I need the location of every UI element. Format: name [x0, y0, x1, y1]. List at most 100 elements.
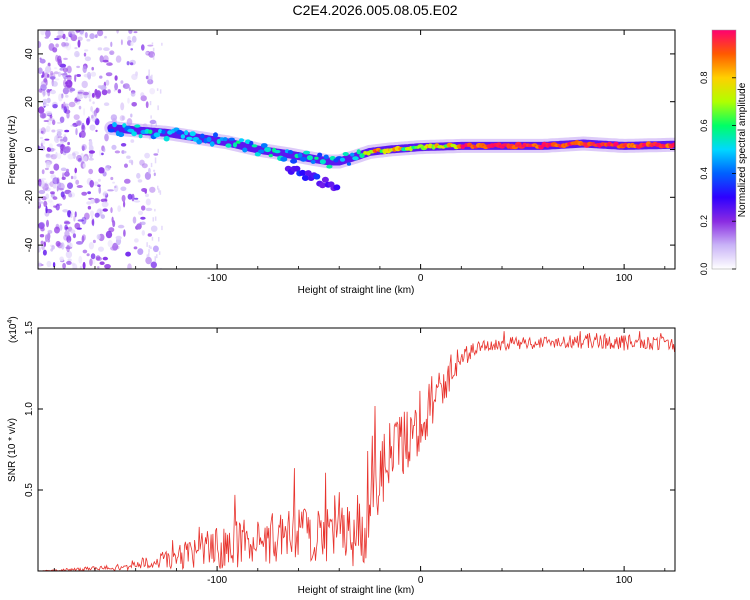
heatmap-noise-blob: [75, 30, 81, 33]
heatmap-noise-blob: [56, 129, 63, 133]
heatmap-noise-blob: [107, 189, 114, 192]
heatmap-noise-blob: [82, 261, 86, 269]
heatmap-branch-blob: [321, 176, 329, 183]
heatmap-noise-blob: [59, 224, 63, 231]
heatmap-ridge-core: [371, 150, 374, 153]
heatmap-ridge-blob: [290, 158, 298, 164]
heatmap-ridge-blob: [236, 140, 241, 144]
heatmap-noise-blob: [147, 44, 154, 47]
heatmap-ridge-blob: [350, 152, 355, 157]
heatmap-ridge-blob: [352, 156, 359, 161]
heatmap-ridge-core: [362, 153, 364, 156]
heatmap-noise-blob: [55, 151, 58, 158]
heatmap-noise-blob: [77, 39, 81, 48]
spectrogram-panel: -100 0 100 -40 -20 0 20 40 Height of straight …: [7, 29, 676, 296]
heatmap-noise-blob: [156, 254, 158, 259]
heatmap-noise-blob: [84, 56, 91, 62]
heatmap-noise-blob: [105, 230, 113, 239]
colorbar-frame: [711, 29, 737, 270]
heatmap-noise-blob: [147, 233, 152, 237]
heatmap-noise-blob: [67, 153, 74, 160]
heatmap-noise-blob: [47, 232, 51, 241]
heatmap-noise-blob: [157, 185, 159, 190]
heatmap-noise-blob: [67, 258, 72, 262]
heatmap-noise-blob: [49, 200, 54, 208]
heatmap-noise-blob: [105, 164, 111, 171]
colorbar-tick-label: 0.6: [699, 119, 709, 132]
heatmap-ridge-blob: [180, 134, 186, 139]
heatmap-noise-blob: [103, 167, 109, 173]
heatmap-noise-blob: [38, 221, 45, 229]
heatmap-ridge-blob: [184, 130, 189, 136]
heatmap-noise-blob: [44, 138, 50, 141]
heatmap-noise-blob: [38, 261, 41, 269]
spectrogram-heatmap: [38, 30, 675, 269]
heatmap-noise-blob: [110, 114, 118, 121]
heatmap-noise-blob: [106, 62, 113, 66]
heatmap-noise-blob: [40, 127, 46, 135]
heatmap-noise-blob: [62, 67, 68, 73]
heatmap-noise-blob: [73, 114, 80, 120]
heatmap-noise-blob: [97, 178, 101, 182]
heatmap-noise-blob: [58, 187, 64, 191]
heatmap-noise-blob: [151, 42, 154, 45]
heatmap-ridge-blob: [131, 131, 137, 137]
heatmap-noise-blob: [100, 152, 104, 156]
heatmap-noise-blob: [42, 91, 47, 96]
heatmap-noise-blob: [65, 75, 72, 78]
heatmap-noise-blob: [133, 246, 138, 250]
heatmap-noise-blob: [70, 229, 76, 234]
heatmap-noise-blob: [148, 245, 151, 249]
heatmap-noise-blob: [153, 172, 156, 177]
y-tick-label: 20: [24, 96, 35, 108]
y-tick-label: 0: [24, 146, 35, 152]
heatmap-noise-blob: [81, 216, 87, 225]
heatmap-noise-blob: [46, 260, 52, 268]
heatmap-noise-blob: [60, 139, 64, 142]
heatmap-noise-blob: [56, 35, 64, 39]
heatmap-noise-blob: [95, 90, 102, 98]
heatmap-noise-blob: [63, 221, 71, 225]
heatmap-noise-blob: [105, 79, 110, 86]
heatmap-ridge-core: [648, 144, 651, 147]
heatmap-noise-blob: [89, 258, 93, 267]
heatmap-ridge-blob: [314, 156, 319, 160]
heatmap-noise-blob: [77, 89, 85, 96]
heatmap-noise-blob: [107, 240, 113, 248]
heatmap-noise-blob: [140, 216, 146, 220]
heatmap-noise-blob: [53, 37, 60, 41]
heatmap-noise-blob: [64, 230, 70, 238]
heatmap-noise-blob: [75, 128, 78, 136]
heatmap-noise-blob: [42, 71, 45, 78]
heatmap-noise-blob: [153, 153, 159, 156]
heatmap-ridge-blob: [209, 141, 215, 147]
heatmap-noise-blob: [54, 226, 60, 234]
heatmap-ridge-blob: [342, 152, 349, 156]
heatmap-noise-blob: [62, 136, 68, 143]
heatmap-ridge-core: [603, 143, 605, 146]
heatmap-ridge-blob: [310, 159, 316, 164]
heatmap-noise-blob: [62, 209, 69, 213]
heatmap-noise-blob: [89, 33, 95, 40]
heatmap-noise-blob: [127, 263, 132, 269]
heatmap-noise-blob: [154, 157, 157, 164]
heatmap-noise-blob: [92, 259, 96, 265]
heatmap-noise-blob: [154, 208, 156, 212]
heatmap-noise-blob: [111, 144, 117, 150]
heatmap-noise-blob: [110, 246, 118, 251]
heatmap-noise-blob: [57, 58, 62, 66]
heatmap-ridge-core: [423, 145, 426, 149]
heatmap-noise-blob: [81, 235, 85, 243]
heatmap-noise-blob: [71, 262, 75, 266]
heatmap-noise-blob: [139, 159, 145, 166]
heatmap-noise-blob: [50, 89, 56, 95]
heatmap-ridge-core: [430, 145, 433, 148]
heatmap-noise-blob: [88, 150, 95, 154]
heatmap-noise-blob: [110, 176, 114, 181]
heatmap-branch-blob: [319, 182, 326, 189]
heatmap-noise-blob: [88, 168, 94, 175]
snr-panel: -100 0 100 0.5 1.0 1.5 Height of straight li…: [7, 316, 676, 596]
heatmap-noise-blob: [76, 120, 82, 126]
heatmap-noise-blob: [137, 248, 144, 256]
heatmap-noise-blob: [66, 65, 72, 74]
